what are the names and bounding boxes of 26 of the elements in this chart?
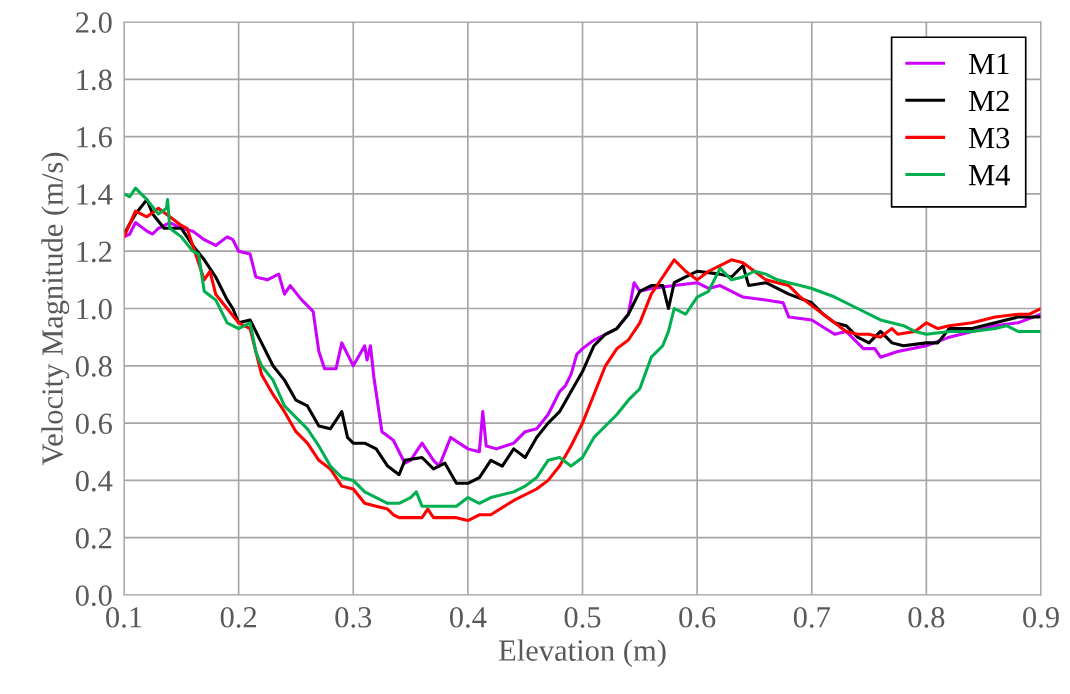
y-tick-label: 0.2: [75, 527, 112, 549]
x-tick-label: 0.9: [1023, 606, 1059, 628]
x-tick-label: 0.7: [793, 606, 830, 628]
legend-label: M4: [968, 165, 1010, 186]
y-tick-label: 0.4: [75, 470, 113, 492]
y-tick-label: 1.8: [77, 69, 112, 91]
x-tick-label: 0.1: [106, 606, 142, 628]
y-tick-label: 1.4: [77, 184, 113, 205]
x-axis-title: Elevation (m): [498, 639, 666, 668]
x-tick-label: 0.8: [908, 606, 945, 628]
y-tick-label: 0.6: [75, 413, 112, 435]
x-tick-label: 0.6: [679, 606, 716, 628]
y-tick-label: 1.0: [77, 298, 112, 320]
y-tick-label: 1.6: [77, 126, 112, 148]
y-tick-label: 0.0: [75, 585, 112, 607]
y-tick-label: 0.8: [75, 356, 112, 377]
y-tick-label: 2.0: [76, 12, 112, 34]
legend-label: M1: [968, 53, 1009, 74]
x-tick-label: 0.3: [335, 606, 372, 628]
x-tick-label: 0.2: [220, 606, 257, 628]
legend-label: M3: [968, 127, 1010, 149]
y-axis-title: Velocity Magnitude (m/s): [41, 152, 70, 466]
x-tick-label: 0.4: [449, 606, 487, 628]
y-tick-label: 1.2: [77, 241, 112, 263]
x-tick-label: 0.5: [564, 606, 601, 628]
legend-label: M2: [968, 90, 1009, 112]
